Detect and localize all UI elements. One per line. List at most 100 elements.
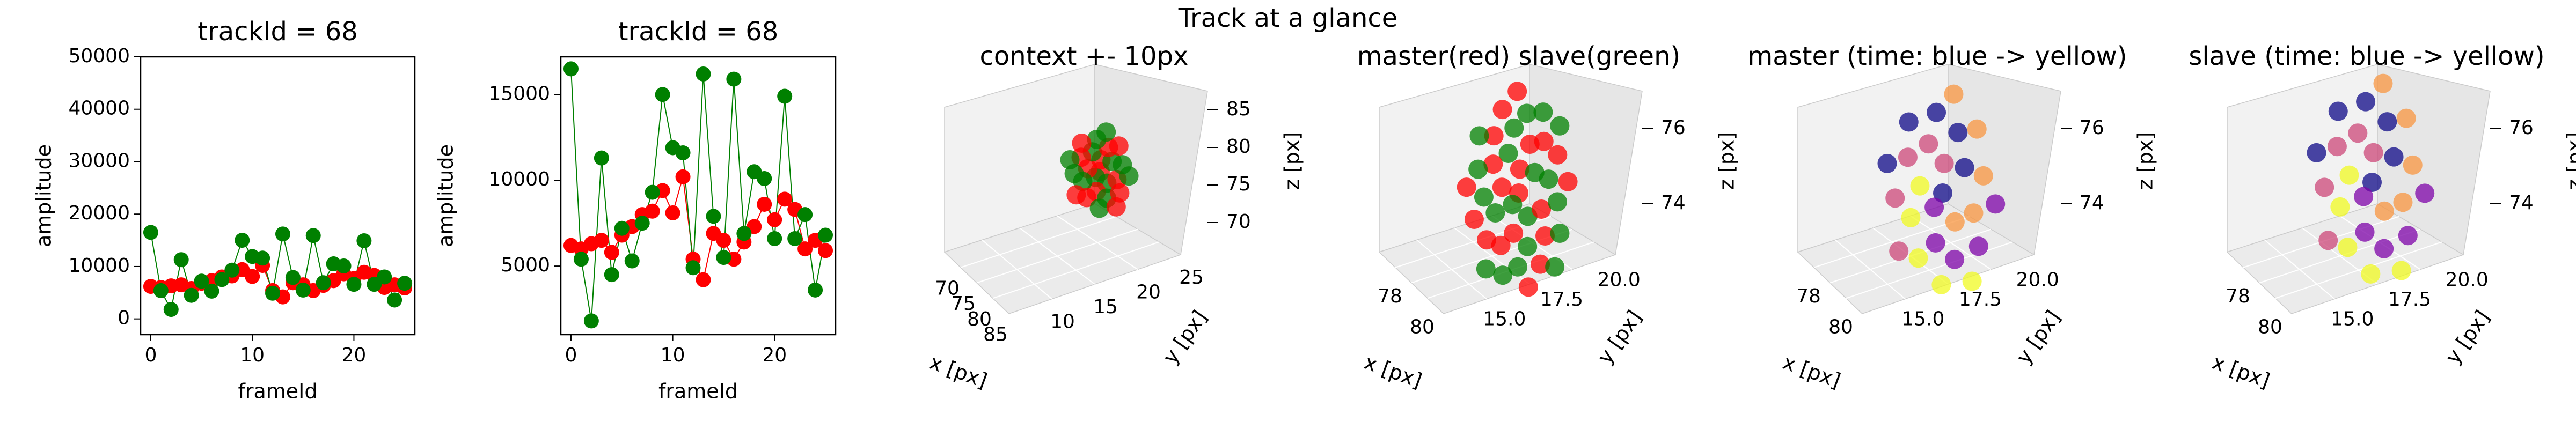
z-tick-label: 74 bbox=[2080, 192, 2104, 214]
z-tick-label: 80 bbox=[1226, 136, 1251, 158]
data-point bbox=[2415, 183, 2435, 203]
data-point bbox=[1967, 119, 1987, 139]
data-point bbox=[685, 260, 701, 276]
y-tick-label: 17.5 bbox=[1959, 289, 2002, 310]
data-point bbox=[1898, 147, 1918, 167]
z-tick-label: 74 bbox=[2509, 192, 2534, 214]
x-axis-label: frameId bbox=[238, 380, 317, 403]
data-point bbox=[1532, 199, 1552, 219]
y-axis-label: amplitude bbox=[434, 144, 458, 247]
data-point bbox=[1457, 177, 1476, 197]
data-point bbox=[787, 231, 803, 246]
data-point bbox=[716, 233, 731, 248]
data-point bbox=[1908, 248, 1928, 268]
data-point bbox=[1089, 198, 1109, 218]
data-point bbox=[797, 207, 813, 223]
data-point bbox=[285, 270, 301, 285]
data-point bbox=[1485, 203, 1505, 223]
data-point bbox=[1973, 166, 1993, 186]
data-point bbox=[1518, 277, 1538, 297]
data-point bbox=[594, 150, 609, 166]
grid-line bbox=[1910, 215, 1992, 270]
x-tick-label: 80 bbox=[1828, 316, 1853, 338]
x-tick-label: 78 bbox=[2226, 285, 2250, 307]
data-point bbox=[1492, 100, 1512, 120]
data-point bbox=[2393, 193, 2413, 212]
x-tick-label: 10 bbox=[661, 344, 685, 366]
data-point bbox=[214, 272, 230, 287]
z-axis-label: z [px] bbox=[2134, 132, 2157, 190]
y-tick-label: 0 bbox=[118, 307, 130, 329]
z-axis-label: z [px] bbox=[2563, 132, 2576, 190]
data-point bbox=[2361, 264, 2381, 284]
grid-line bbox=[992, 241, 1160, 299]
data-point bbox=[777, 191, 793, 207]
data-point bbox=[1060, 150, 1080, 169]
data-point bbox=[295, 282, 311, 298]
data-point bbox=[2403, 155, 2423, 175]
z-axis-label: z [px] bbox=[1715, 132, 1739, 190]
data-point bbox=[2355, 222, 2375, 242]
data-point bbox=[1106, 197, 1126, 217]
data-point bbox=[1545, 257, 1565, 277]
data-point bbox=[1927, 102, 1946, 122]
y-tick-label: 5000 bbox=[501, 254, 550, 276]
data-point bbox=[2338, 238, 2358, 257]
data-point bbox=[1948, 123, 1968, 143]
data-point bbox=[2327, 137, 2347, 157]
data-point bbox=[2363, 143, 2383, 162]
data-point bbox=[1517, 103, 1536, 123]
data-point bbox=[255, 250, 270, 266]
x-tick-label: 70 bbox=[935, 277, 960, 299]
grid-line bbox=[1057, 215, 1138, 270]
data-point bbox=[2373, 73, 2393, 93]
data-point bbox=[275, 226, 290, 242]
data-point bbox=[2315, 177, 2334, 197]
data-point bbox=[1955, 158, 1974, 177]
data-point bbox=[2356, 92, 2376, 112]
z-axis-label: z [px] bbox=[1280, 132, 1304, 190]
data-point bbox=[2339, 165, 2359, 185]
y-tick-label: 15.0 bbox=[1901, 308, 1944, 330]
data-point bbox=[1507, 82, 1527, 101]
data-point bbox=[573, 252, 589, 267]
data-point bbox=[645, 203, 660, 219]
data-point bbox=[1464, 209, 1484, 229]
data-point bbox=[316, 275, 331, 291]
x-tick-label: 0 bbox=[144, 344, 157, 366]
data-point bbox=[1504, 223, 1524, 243]
y-tick-label: 15 bbox=[1093, 296, 1118, 318]
data-point bbox=[645, 184, 660, 200]
x-tick-label: 80 bbox=[1410, 316, 1435, 338]
y-tick-label: 10 bbox=[1050, 310, 1075, 332]
data-point bbox=[2384, 147, 2404, 167]
data-point bbox=[1533, 102, 1553, 122]
data-point bbox=[1877, 153, 1897, 173]
x-tick-label: 75 bbox=[951, 293, 976, 315]
y-tick-label: 17.5 bbox=[2388, 289, 2431, 310]
data-point bbox=[1469, 126, 1489, 146]
data-point bbox=[204, 283, 219, 299]
y-tick-label: 10000 bbox=[68, 255, 130, 277]
y-axis-label: y [px] bbox=[1593, 306, 1646, 368]
data-point bbox=[194, 273, 209, 289]
data-point bbox=[1498, 144, 1518, 164]
data-point bbox=[604, 245, 619, 260]
data-point bbox=[1558, 172, 1578, 191]
data-point bbox=[1096, 122, 1116, 142]
data-point bbox=[634, 216, 650, 231]
data-point bbox=[696, 272, 711, 287]
data-point bbox=[1919, 134, 1938, 154]
data-point bbox=[1926, 233, 1945, 253]
y-axis-label: amplitude bbox=[32, 144, 56, 247]
grid-line bbox=[2259, 228, 2421, 284]
chart-title: trackId = 68 bbox=[197, 17, 358, 47]
data-point bbox=[2377, 112, 2397, 132]
series-line bbox=[570, 69, 826, 321]
data-point bbox=[305, 228, 321, 243]
data-point bbox=[563, 61, 579, 77]
data-point bbox=[1072, 134, 1092, 153]
x-tick-label: 10 bbox=[240, 344, 265, 366]
data-point bbox=[1493, 265, 1513, 285]
data-point bbox=[2328, 101, 2348, 121]
